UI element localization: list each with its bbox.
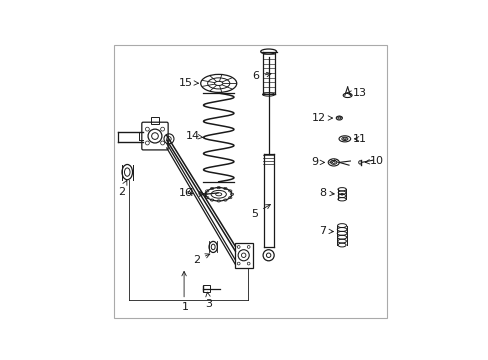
- Text: 10: 10: [365, 156, 383, 166]
- Text: 12: 12: [311, 113, 332, 123]
- Text: 6: 6: [252, 72, 270, 81]
- Text: 5: 5: [251, 204, 270, 219]
- Bar: [203, 285, 209, 292]
- Text: 2: 2: [193, 254, 209, 265]
- Text: 14: 14: [185, 131, 202, 141]
- Text: 11: 11: [352, 134, 366, 144]
- Text: 3: 3: [205, 292, 212, 309]
- Text: 1: 1: [182, 302, 188, 312]
- Text: 15: 15: [178, 77, 198, 87]
- Text: 2: 2: [118, 180, 127, 197]
- Text: 9: 9: [310, 157, 324, 167]
- Bar: [234, 243, 252, 268]
- Text: 4: 4: [186, 188, 203, 198]
- Bar: [150, 117, 159, 124]
- Text: 16: 16: [179, 188, 203, 198]
- Text: 8: 8: [319, 188, 334, 198]
- Text: 7: 7: [319, 226, 333, 236]
- Text: 13: 13: [346, 88, 366, 98]
